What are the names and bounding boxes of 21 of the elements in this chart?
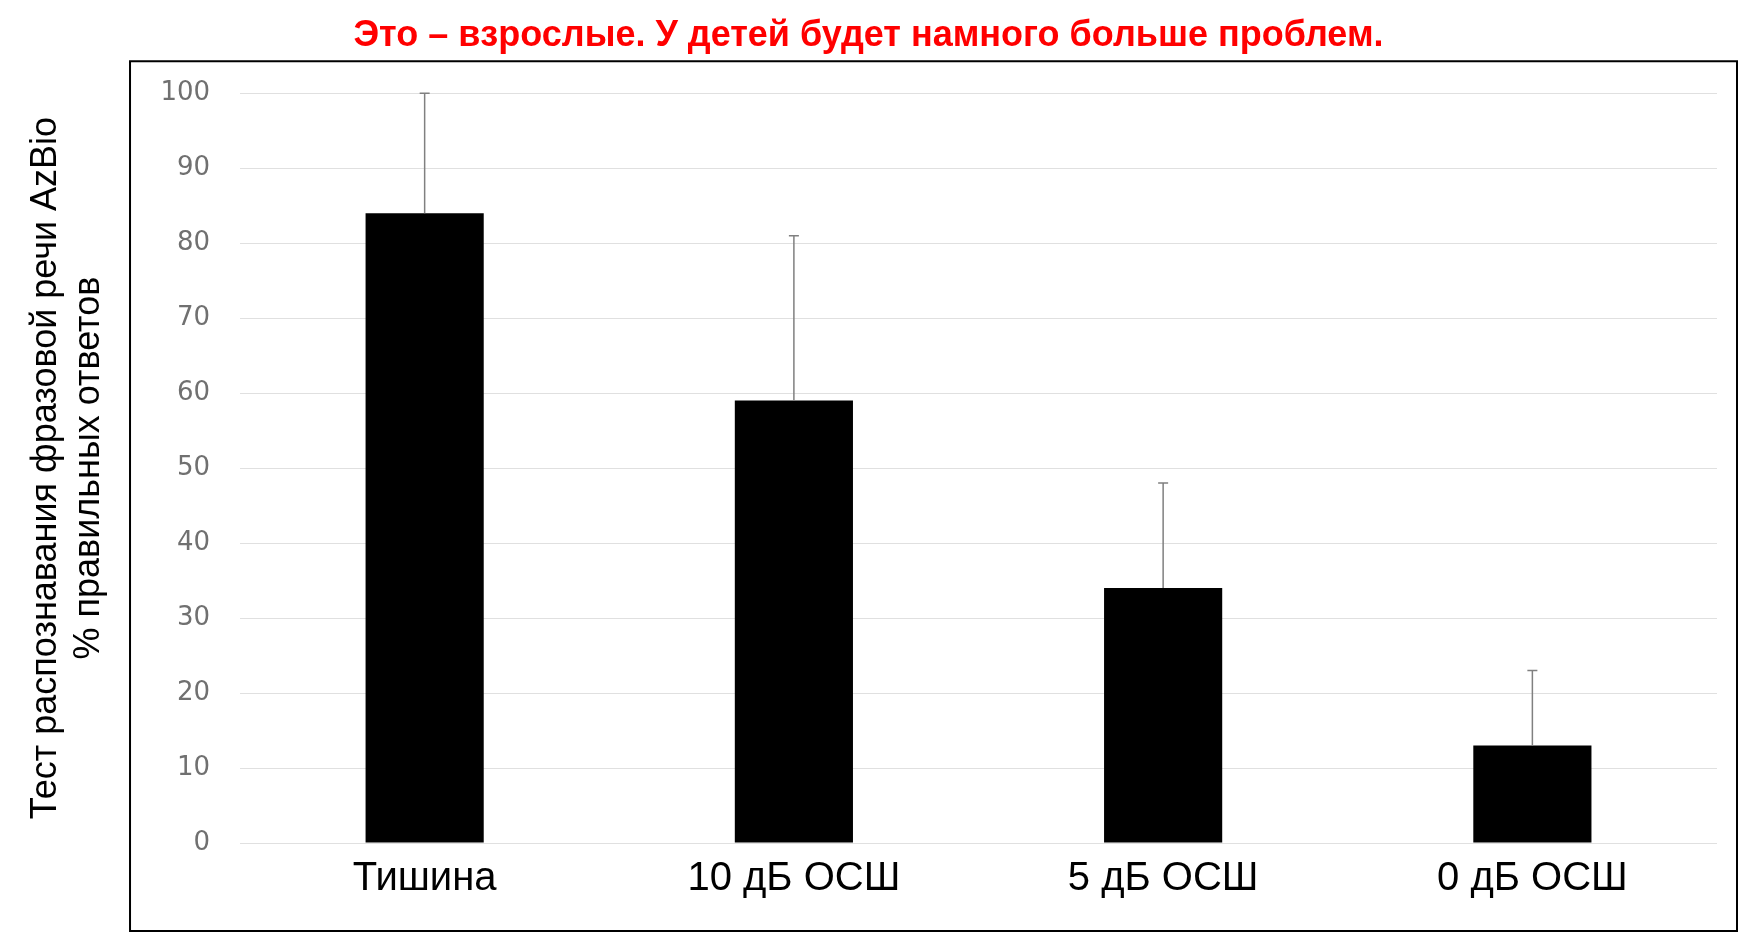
y-tick-label: 60 (176, 375, 211, 406)
y-tick-label: 20 (176, 675, 211, 706)
x-tick-label: 0 дБ ОСШ (1437, 854, 1628, 899)
y-axis-title: Тест распознавания фразовой речи AzBio % правильных ответов (22, 116, 107, 820)
bar (365, 213, 484, 843)
bar (1104, 588, 1223, 843)
x-tick-label: 10 дБ ОСШ (687, 854, 901, 899)
y-tick-label: 0 (193, 825, 211, 856)
x-tick-label: Тишина (352, 854, 498, 899)
y-tick-label: 50 (176, 450, 211, 481)
bar (734, 400, 853, 843)
bar (1473, 745, 1592, 843)
y-tick-label: 40 (176, 525, 211, 556)
chart-title: Это – взрослые. У детей будет намного больше проблем. (353, 12, 1384, 54)
y-tick-label: 30 (176, 600, 211, 631)
y-tick-label: 90 (176, 150, 211, 181)
y-tick-label: 70 (176, 300, 211, 331)
y-tick-label: 80 (176, 225, 211, 256)
x-tick-label: 5 дБ ОСШ (1067, 854, 1259, 899)
y-tick-label: 10 (176, 750, 211, 781)
y-tick-label: 100 (160, 75, 211, 106)
